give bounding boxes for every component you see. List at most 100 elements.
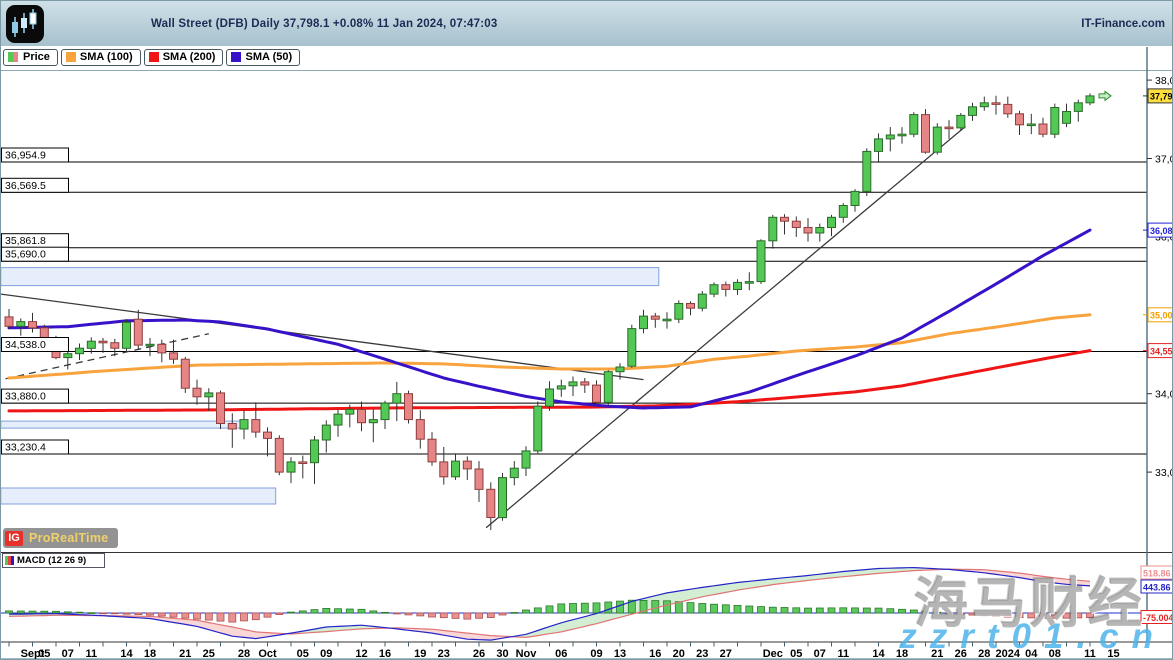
candle bbox=[462, 460, 472, 470]
macd-histogram-bar bbox=[663, 600, 671, 614]
x-axis-tick-label: 09 bbox=[590, 648, 602, 660]
prorealtime-badge[interactable]: IG ProRealTime bbox=[3, 528, 118, 548]
macd-histogram-bar bbox=[627, 599, 636, 614]
x-axis-tick-label: 23 bbox=[438, 648, 450, 660]
candle bbox=[180, 358, 190, 389]
candle bbox=[474, 468, 484, 490]
candle bbox=[768, 216, 778, 242]
candle bbox=[298, 461, 308, 464]
candle bbox=[686, 303, 695, 309]
x-axis-tick-label: 23 bbox=[696, 648, 708, 660]
candle bbox=[556, 385, 566, 390]
trendline[interactable] bbox=[5, 333, 209, 380]
legend-button-sma-100[interactable]: SMA (100) bbox=[60, 49, 141, 66]
x-axis-tick-label: 30 bbox=[496, 648, 508, 660]
macd-histogram-bar bbox=[1003, 612, 1012, 618]
macd-histogram-bar bbox=[240, 612, 248, 622]
trendline[interactable] bbox=[485, 125, 966, 529]
macd-histogram-bar bbox=[580, 602, 589, 614]
macd-histogram-bar bbox=[416, 612, 425, 617]
x-axis-tick-label: 18 bbox=[144, 648, 156, 660]
candle bbox=[509, 467, 519, 479]
price-value-label: 37,798.. bbox=[1150, 92, 1173, 102]
candle bbox=[838, 205, 848, 218]
macd-histogram-bar bbox=[874, 607, 883, 614]
macd-histogram-bar bbox=[945, 612, 953, 615]
app-logo-icon[interactable] bbox=[6, 5, 44, 43]
macd-histogram-bar bbox=[909, 609, 918, 614]
x-axis-tick-label: 13 bbox=[614, 648, 626, 660]
macd-histogram-bar bbox=[110, 612, 119, 615]
macd-indicator-label[interactable]: MACD (12 26 9) bbox=[2, 553, 105, 568]
legend-swatch-icon bbox=[8, 52, 19, 62]
trendline[interactable] bbox=[1, 293, 644, 381]
macd-histogram-bar bbox=[745, 605, 754, 614]
candle bbox=[803, 227, 813, 234]
legend-button-sma-200[interactable]: SMA (200) bbox=[143, 49, 224, 66]
zones bbox=[1, 267, 660, 505]
macd-histogram-bar bbox=[298, 610, 307, 614]
y-axis-tick-label: 38,000 bbox=[1155, 75, 1173, 87]
x-axis-tick-label: 2024 bbox=[996, 648, 1021, 660]
x-axis-tick-label: 28 bbox=[238, 648, 250, 660]
macd-histogram-bar bbox=[768, 606, 777, 614]
macd-histogram-bar bbox=[862, 607, 871, 614]
macd-histogram-bar bbox=[157, 612, 166, 617]
x-axis-tick-label: 11 bbox=[837, 648, 849, 660]
macd-histogram-bar bbox=[228, 612, 237, 623]
x-axis-tick-label: Sept bbox=[21, 648, 45, 660]
x-axis-tick-label: 16 bbox=[649, 648, 661, 660]
y-axis-tick-label: 33,000 bbox=[1155, 467, 1173, 479]
x-axis-tick-label: Dec bbox=[763, 648, 783, 660]
x-axis-tick-label: 16 bbox=[379, 648, 391, 660]
candle bbox=[274, 437, 284, 473]
macd-histogram-bar bbox=[1086, 612, 1094, 618]
macd-value-label: 518.86 bbox=[1143, 569, 1171, 579]
macd-histogram-bar bbox=[651, 600, 660, 614]
candle bbox=[827, 216, 836, 229]
level-price-label: 36,569.5 bbox=[5, 180, 46, 192]
macd-histogram-bar bbox=[251, 612, 260, 621]
candle bbox=[157, 343, 167, 354]
legend-button-sma-50[interactable]: SMA (50) bbox=[226, 49, 301, 66]
macd-histogram-bar bbox=[592, 602, 601, 614]
x-axis-tick-label: Nov bbox=[516, 648, 538, 660]
candle bbox=[603, 371, 613, 403]
candle bbox=[674, 303, 684, 320]
x-axis-tick-label: 26 bbox=[955, 648, 967, 660]
candle bbox=[357, 408, 366, 424]
x-axis-tick-label: 27 bbox=[720, 648, 732, 660]
candle bbox=[1038, 123, 1048, 135]
macd-histogram-bar bbox=[287, 611, 295, 614]
candle bbox=[744, 281, 754, 284]
macd-histogram-bar bbox=[792, 607, 801, 614]
y-axis-tick-label: 34,000 bbox=[1155, 389, 1173, 401]
x-axis-tick-label: Oct bbox=[258, 648, 277, 660]
candle bbox=[780, 216, 789, 222]
candle bbox=[956, 114, 966, 129]
macd-histogram-bar bbox=[956, 612, 965, 615]
macd-histogram-bar bbox=[557, 603, 566, 614]
macd-value-labels: 518.86 443.86 -75.004 bbox=[1140, 565, 1172, 624]
macd-histogram-bar bbox=[169, 612, 178, 618]
macd-histogram bbox=[5, 599, 1094, 623]
candle bbox=[1026, 123, 1036, 127]
macd-histogram-bar bbox=[75, 611, 84, 614]
x-axis-tick-label: 07 bbox=[62, 648, 74, 660]
macd-histogram-bar bbox=[522, 609, 530, 614]
macd-histogram-bar bbox=[780, 607, 789, 614]
macd-histogram-bar bbox=[710, 603, 718, 614]
highlight-zone bbox=[1, 487, 277, 505]
macd-histogram-bar bbox=[146, 612, 154, 616]
y-axis-tick-label: 37,000 bbox=[1155, 153, 1173, 165]
price-value-label: 35,006.. bbox=[1150, 311, 1173, 321]
candle bbox=[533, 405, 543, 452]
macd-histogram-bar bbox=[851, 607, 859, 614]
candle bbox=[721, 284, 731, 290]
macd-histogram-bar bbox=[16, 610, 25, 614]
legend-button-price[interactable]: Price bbox=[3, 49, 58, 66]
candle bbox=[733, 281, 742, 290]
legend-label: SMA (200) bbox=[162, 51, 216, 63]
